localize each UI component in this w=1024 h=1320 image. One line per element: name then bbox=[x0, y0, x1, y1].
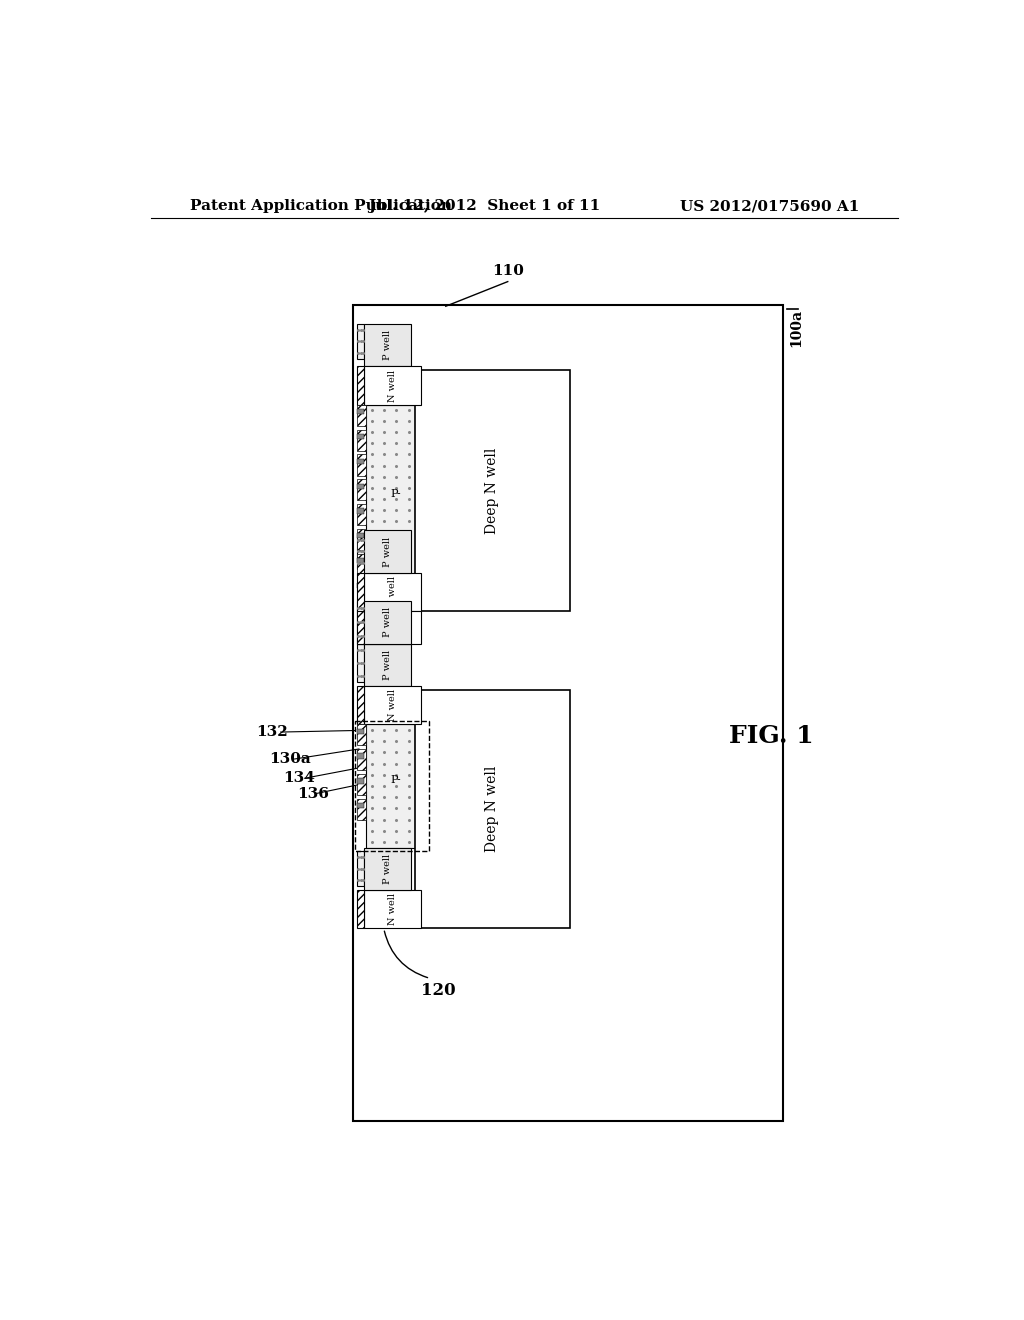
Text: Deep N well: Deep N well bbox=[485, 447, 500, 533]
Text: P well: P well bbox=[383, 330, 392, 360]
Bar bbox=[352, 305, 783, 1121]
Text: N well: N well bbox=[388, 689, 397, 721]
Text: 100a: 100a bbox=[790, 309, 803, 347]
Text: 120: 120 bbox=[421, 982, 456, 999]
Text: P-: P- bbox=[390, 490, 400, 499]
Text: 130a: 130a bbox=[269, 752, 311, 766]
Bar bbox=[357, 533, 365, 539]
Bar bbox=[357, 583, 365, 589]
Text: P well: P well bbox=[383, 854, 392, 884]
Text: 110: 110 bbox=[492, 264, 523, 277]
Text: P-: P- bbox=[390, 775, 400, 785]
Text: 136: 136 bbox=[297, 787, 329, 801]
Bar bbox=[357, 803, 365, 808]
Bar bbox=[356, 429, 366, 450]
Text: N well: N well bbox=[388, 611, 397, 643]
Bar bbox=[366, 725, 415, 847]
Text: Jul. 12, 2012  Sheet 1 of 11: Jul. 12, 2012 Sheet 1 of 11 bbox=[369, 199, 601, 213]
Text: P well: P well bbox=[383, 649, 392, 680]
Bar bbox=[357, 483, 365, 488]
Bar bbox=[356, 535, 365, 569]
Bar bbox=[356, 367, 365, 405]
Bar bbox=[365, 601, 411, 644]
Bar bbox=[415, 370, 569, 611]
Bar bbox=[356, 750, 366, 771]
Bar bbox=[357, 409, 365, 414]
Bar bbox=[356, 323, 365, 359]
Text: FIG. 1: FIG. 1 bbox=[729, 723, 813, 748]
Bar bbox=[365, 686, 421, 725]
Bar bbox=[356, 799, 366, 820]
Bar bbox=[356, 686, 365, 725]
Bar bbox=[356, 644, 365, 682]
Bar bbox=[357, 558, 365, 564]
Text: 132: 132 bbox=[256, 725, 288, 739]
Text: Patent Application Publication: Patent Application Publication bbox=[190, 199, 452, 213]
Text: P well: P well bbox=[383, 536, 392, 566]
Bar bbox=[356, 578, 366, 599]
Bar bbox=[355, 721, 429, 851]
Bar bbox=[357, 779, 365, 784]
Bar bbox=[356, 774, 366, 795]
Text: 134: 134 bbox=[283, 771, 314, 785]
Bar bbox=[365, 847, 411, 890]
Bar bbox=[356, 454, 366, 475]
Bar bbox=[365, 367, 421, 405]
Bar bbox=[356, 601, 365, 644]
Bar bbox=[356, 611, 365, 644]
Bar bbox=[357, 508, 365, 513]
Text: N well: N well bbox=[388, 370, 397, 401]
Bar bbox=[356, 504, 366, 525]
Bar bbox=[366, 405, 415, 603]
Bar bbox=[356, 851, 365, 886]
Bar bbox=[356, 479, 366, 500]
Bar bbox=[356, 573, 365, 611]
Bar bbox=[356, 529, 366, 550]
Text: Deep N well: Deep N well bbox=[485, 766, 500, 853]
Bar bbox=[356, 405, 366, 426]
Bar bbox=[356, 725, 366, 746]
Bar bbox=[357, 754, 365, 759]
Text: N well: N well bbox=[388, 576, 397, 609]
Bar bbox=[365, 611, 421, 644]
Text: P well: P well bbox=[383, 607, 392, 638]
Bar bbox=[365, 531, 411, 573]
Bar bbox=[365, 644, 411, 686]
Bar bbox=[357, 458, 365, 463]
Bar bbox=[365, 573, 421, 611]
Text: US 2012/0175690 A1: US 2012/0175690 A1 bbox=[680, 199, 859, 213]
Bar bbox=[356, 890, 365, 928]
Bar bbox=[357, 434, 365, 440]
Bar bbox=[415, 689, 569, 928]
Bar bbox=[357, 729, 365, 734]
Text: N well: N well bbox=[388, 894, 397, 925]
Bar bbox=[365, 890, 421, 928]
Bar bbox=[356, 554, 366, 576]
Bar bbox=[365, 323, 411, 367]
